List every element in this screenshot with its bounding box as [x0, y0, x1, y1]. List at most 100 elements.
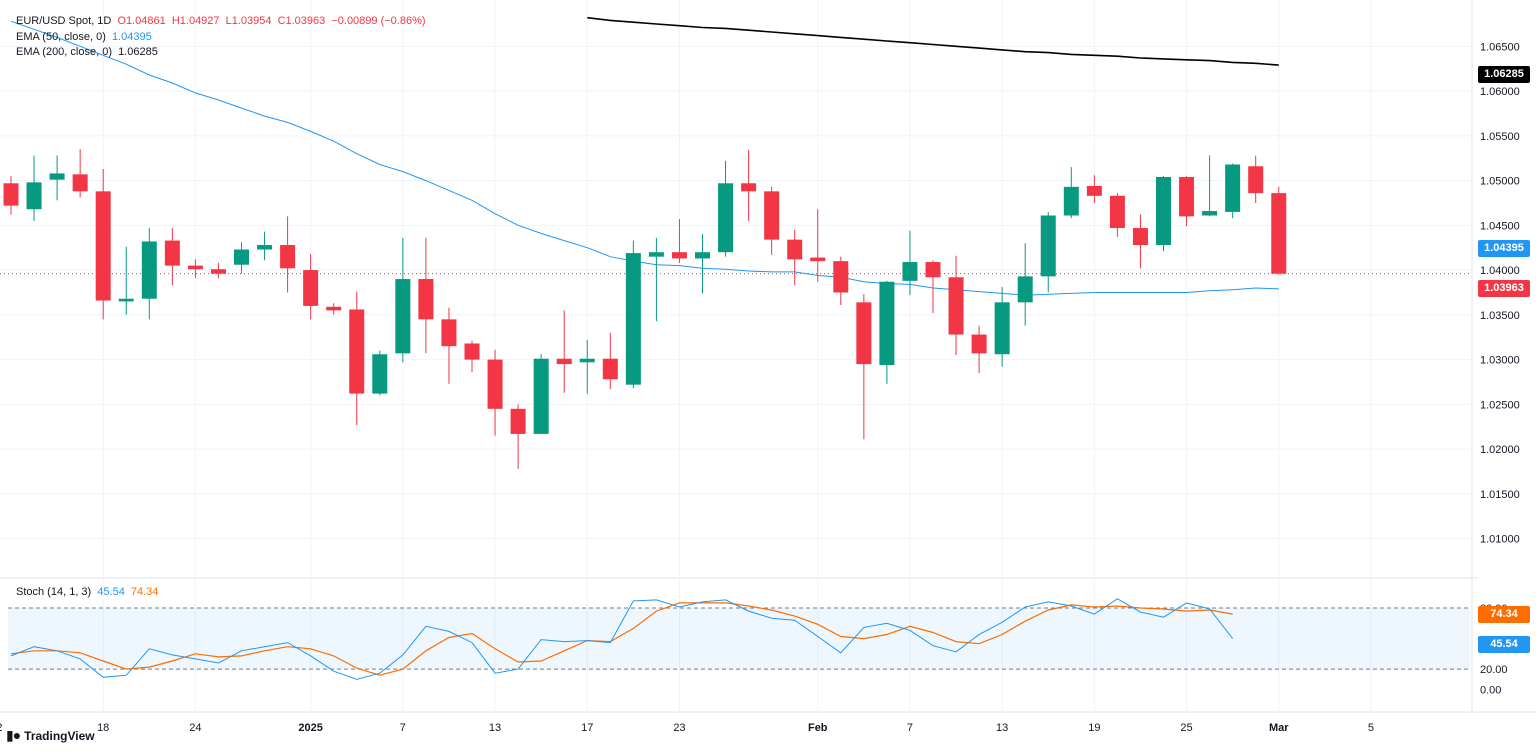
candle[interactable]: [118, 246, 134, 315]
price-tick-label: 1.06500: [1480, 41, 1520, 53]
candle[interactable]: [925, 260, 941, 314]
tradingview-logo[interactable]: ▮● TradingView: [6, 727, 95, 744]
candle-body: [625, 253, 641, 385]
candle[interactable]: [1040, 211, 1056, 293]
candle[interactable]: [810, 209, 826, 282]
time-tick-label: 7: [400, 722, 406, 734]
stoch-tick-label: 0.00: [1480, 685, 1501, 697]
candle[interactable]: [1202, 155, 1218, 217]
time-tick-label: 18: [97, 722, 109, 734]
candle[interactable]: [487, 349, 503, 436]
stoch-k-line: [10, 598, 1234, 680]
candle[interactable]: [441, 307, 457, 384]
time-tick-label: 24: [189, 722, 201, 734]
candle[interactable]: [72, 149, 88, 198]
candle[interactable]: [718, 160, 734, 257]
candle[interactable]: [1248, 155, 1264, 203]
candle[interactable]: [1271, 186, 1287, 275]
candle[interactable]: [1109, 193, 1125, 237]
candle[interactable]: [303, 253, 319, 320]
candle-body: [326, 306, 342, 311]
stoch-legend[interactable]: Stoch (14, 1, 3) 45.54 74.34: [16, 585, 161, 600]
candle[interactable]: [349, 291, 365, 425]
close-value: C1.03963: [277, 15, 326, 27]
candle-body: [1063, 186, 1079, 216]
candle[interactable]: [671, 219, 687, 263]
candle[interactable]: [833, 256, 849, 306]
candle-body: [810, 257, 826, 262]
candle[interactable]: [948, 255, 964, 356]
candle[interactable]: [3, 176, 19, 215]
price-tick-label: 1.03000: [1480, 355, 1520, 367]
candlestick-series[interactable]: [3, 149, 1287, 469]
candle[interactable]: [695, 234, 710, 294]
candle-body: [1156, 177, 1171, 246]
candle[interactable]: [326, 303, 342, 315]
stoch-d-line: [10, 602, 1233, 676]
candle[interactable]: [210, 262, 226, 279]
candle[interactable]: [510, 404, 526, 469]
candle[interactable]: [625, 240, 641, 389]
candle-body: [303, 270, 319, 306]
candle[interactable]: [579, 339, 595, 394]
ema200-legend[interactable]: EMA (200, close, 0) 1.06285: [16, 45, 161, 60]
candle[interactable]: [533, 354, 549, 434]
candle[interactable]: [648, 237, 664, 322]
candle-body: [280, 245, 296, 269]
candle[interactable]: [902, 230, 918, 296]
time-tick-label: Feb: [808, 722, 828, 734]
candle[interactable]: [395, 237, 411, 363]
tradingview-logo-icon: ▮●: [6, 727, 21, 743]
candle-body: [118, 298, 134, 302]
price-tick-label: 1.01000: [1480, 534, 1520, 546]
ema200-path: [587, 16, 1279, 66]
price-axis[interactable]: 1.01000 1.01500 1.02000 1.02500 1.03000 1.035…: [1480, 41, 1520, 696]
candle[interactable]: [164, 228, 180, 286]
candle-body: [141, 241, 157, 299]
candle-body: [1086, 185, 1102, 196]
candle[interactable]: [257, 231, 273, 261]
candle-body: [1132, 228, 1148, 246]
stoch-label: Stoch (14, 1, 3): [16, 586, 92, 598]
candle[interactable]: [741, 150, 757, 221]
candle[interactable]: [187, 259, 203, 279]
candle-body: [1225, 164, 1241, 212]
candle[interactable]: [1063, 167, 1079, 219]
candle[interactable]: [1156, 176, 1171, 252]
candle[interactable]: [764, 186, 780, 255]
candle[interactable]: [280, 216, 296, 293]
candle[interactable]: [994, 287, 1010, 367]
candle[interactable]: [95, 168, 111, 320]
candle[interactable]: [1225, 163, 1241, 219]
candle[interactable]: [971, 325, 987, 374]
candle-body: [648, 252, 664, 257]
candle[interactable]: [464, 340, 480, 373]
candle[interactable]: [602, 332, 618, 390]
candle[interactable]: [234, 242, 249, 274]
candle[interactable]: [49, 155, 65, 201]
candle[interactable]: [1179, 176, 1195, 227]
candle-body: [487, 359, 503, 409]
candle[interactable]: [141, 228, 157, 320]
candle[interactable]: [787, 229, 803, 286]
candle[interactable]: [1017, 243, 1033, 326]
candle[interactable]: [879, 280, 895, 384]
candle-body: [1248, 166, 1264, 194]
candle[interactable]: [1132, 214, 1148, 269]
stoch-k-value: 45.54: [97, 586, 125, 598]
stochastic-pane[interactable]: [8, 598, 1470, 680]
candle[interactable]: [556, 310, 572, 393]
candle[interactable]: [418, 237, 434, 354]
candle[interactable]: [856, 294, 872, 440]
candle-body: [210, 269, 226, 274]
candle[interactable]: [372, 350, 388, 396]
ema50-line: [10, 20, 1279, 296]
candle[interactable]: [1086, 175, 1102, 203]
candle-body: [72, 174, 88, 192]
candle[interactable]: [26, 155, 42, 221]
stoch-tick-label: 20.00: [1480, 664, 1508, 676]
time-axis[interactable]: 2 18 24 2025 7 13 17 23 Feb 7 13 19 25 Mar 5: [0, 722, 1374, 734]
price-tick-label: 1.02500: [1480, 399, 1520, 411]
ema50-legend[interactable]: EMA (50, close, 0) 1.04395: [16, 30, 155, 45]
